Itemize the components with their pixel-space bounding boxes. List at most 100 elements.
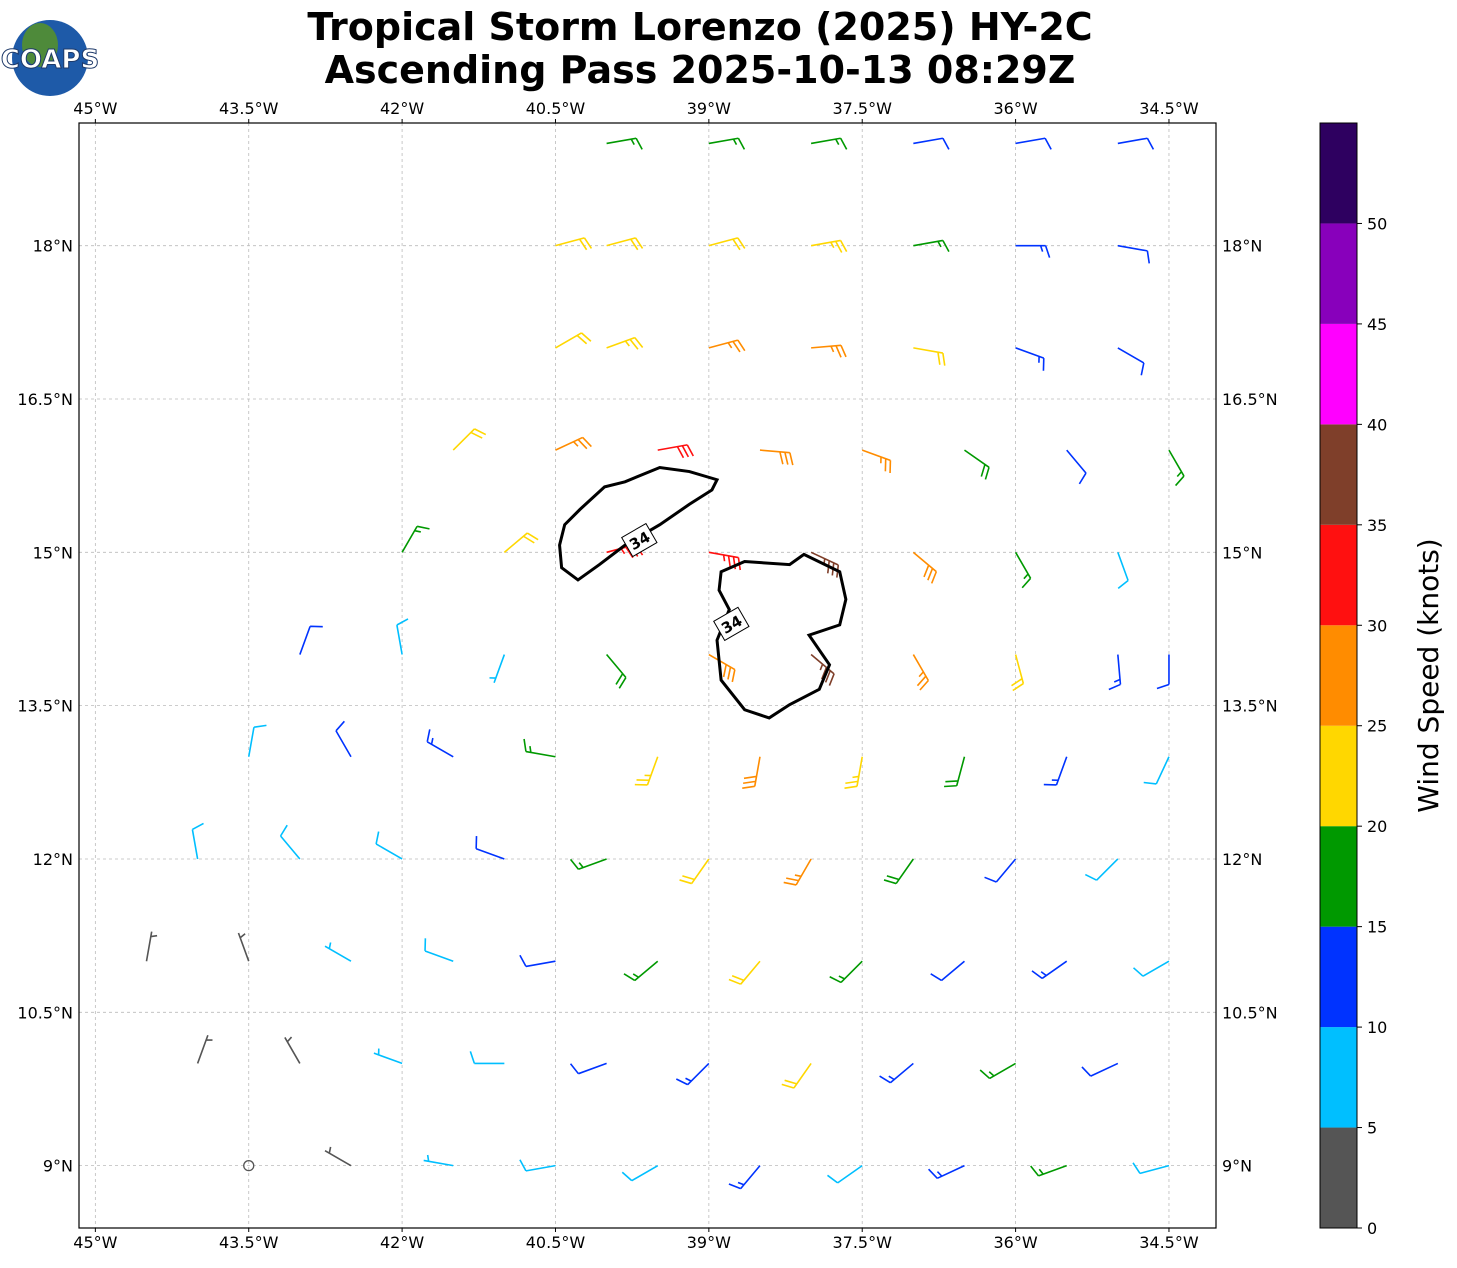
- barb-shape: [324, 1146, 352, 1167]
- barb-shape: [708, 653, 736, 683]
- wind-barb: [569, 1062, 607, 1075]
- y-tick-label: 10.5°N: [17, 1003, 73, 1022]
- barb-shape: [375, 831, 403, 860]
- barb-shape: [728, 960, 761, 985]
- x-tick-label: 36°W: [993, 99, 1037, 118]
- wind-barb: [324, 942, 352, 962]
- title-line-2: Ascending Pass 2025-10-13 08:29Z: [325, 48, 1076, 92]
- wind-barb: [299, 625, 323, 655]
- wind-barb: [1030, 1164, 1067, 1177]
- title-line-1: Tropical Storm Lorenzo (2025) HY-2C: [307, 5, 1092, 49]
- wind-barb: [708, 653, 736, 683]
- barb-shape: [569, 858, 607, 870]
- barb-shape: [1015, 347, 1045, 371]
- wind-barb: [1117, 347, 1145, 376]
- barb-shape: [1014, 551, 1032, 589]
- barb-shape: [396, 618, 409, 655]
- wind-barb: [1015, 244, 1051, 258]
- wind-barb: [503, 532, 539, 553]
- barb-shape: [984, 858, 1017, 883]
- wind-barb: [1156, 654, 1170, 690]
- wind-barb: [373, 1048, 403, 1065]
- x-tick-label: 37.5°W: [832, 99, 892, 118]
- barb-shape: [1117, 244, 1151, 264]
- logo: COAPS: [0, 20, 100, 96]
- wind-barb: [634, 756, 659, 786]
- barb-shape: [196, 1034, 213, 1064]
- barb-shape: [708, 237, 746, 251]
- wind-barb: [423, 1154, 454, 1167]
- wind-barb: [375, 831, 403, 860]
- colorbar-tick-label: 15: [1367, 918, 1387, 937]
- colorbar-segment: [1320, 826, 1357, 927]
- barb-shape: [928, 1164, 965, 1180]
- barb-shape: [708, 137, 746, 150]
- wind-barb: [810, 239, 848, 253]
- wind-barb: [606, 137, 643, 150]
- colorbar-segment: [1320, 725, 1357, 827]
- wind-barb: [284, 1036, 301, 1064]
- x-tick-label: 43.5°W: [219, 1233, 279, 1252]
- wind-barb: [1015, 347, 1045, 371]
- barb-shape: [810, 653, 835, 686]
- barb-shape: [883, 858, 915, 885]
- wind-barb: [1117, 137, 1155, 150]
- wind-barb: [861, 449, 892, 474]
- barb-shape: [469, 1051, 505, 1065]
- barb-shape: [1084, 858, 1119, 881]
- wind-barb: [555, 237, 593, 251]
- wind-barb: [1168, 449, 1185, 487]
- wind-barb: [913, 347, 946, 366]
- barb-shape: [728, 1165, 761, 1190]
- barb-shape: [879, 1062, 914, 1084]
- wind-barb: [519, 954, 556, 968]
- barb-shape: [1015, 244, 1051, 258]
- y-tick-label: 9°N: [43, 1157, 73, 1176]
- barb-shape: [844, 756, 864, 789]
- barb-shape: [1043, 756, 1068, 786]
- barb-shape: [423, 1154, 454, 1167]
- wind-barb: [984, 858, 1017, 883]
- wind-barb: [247, 724, 267, 757]
- colorbar-segment: [1320, 625, 1357, 726]
- wind-barb: [912, 654, 930, 691]
- barb-shape: [1108, 654, 1122, 691]
- wind-barb: [708, 339, 746, 353]
- wind-barb: [469, 1051, 505, 1065]
- barb-shape: [555, 332, 592, 349]
- colorbar-tick-label: 5: [1367, 1119, 1377, 1138]
- wind-barb: [827, 1164, 863, 1184]
- barb-shape: [426, 729, 454, 758]
- wind-barb: [237, 932, 250, 962]
- barb-shape: [401, 525, 430, 553]
- barb-shape: [1117, 552, 1129, 590]
- barb-shape: [913, 347, 946, 366]
- wind-barb: [1143, 756, 1170, 785]
- x-tick-label: 39°W: [687, 1233, 731, 1252]
- x-tick-label: 34.5°W: [1139, 1233, 1199, 1252]
- wind-barb: [979, 1062, 1016, 1080]
- wind-barb: [810, 653, 835, 686]
- wind-barb: [424, 938, 454, 962]
- wind-barb: [1108, 654, 1122, 691]
- logo-text: COAPS: [1, 45, 99, 75]
- barb-shape: [708, 339, 746, 353]
- wind-barb: [324, 1146, 352, 1167]
- barb-shape: [944, 756, 966, 788]
- barb-shape: [783, 858, 812, 886]
- wind-barb: [944, 756, 966, 788]
- barb-shape: [299, 625, 323, 655]
- barb-shape: [569, 1062, 607, 1075]
- contour-label-box: 34: [713, 606, 750, 642]
- barb-shape: [489, 654, 506, 684]
- x-tick-label: 42°W: [380, 99, 424, 118]
- wind-barb: [335, 720, 352, 758]
- colorbar-tick-label: 30: [1367, 616, 1387, 635]
- colorbar-tick-label: 40: [1367, 415, 1387, 434]
- barb-shape: [811, 344, 847, 358]
- y-tick-label: 13.5°N: [17, 697, 73, 716]
- barb-shape: [523, 738, 556, 758]
- wind-barb: [523, 738, 556, 758]
- colorbar-tick-label: 35: [1367, 516, 1387, 535]
- barb-shape: [621, 1164, 659, 1182]
